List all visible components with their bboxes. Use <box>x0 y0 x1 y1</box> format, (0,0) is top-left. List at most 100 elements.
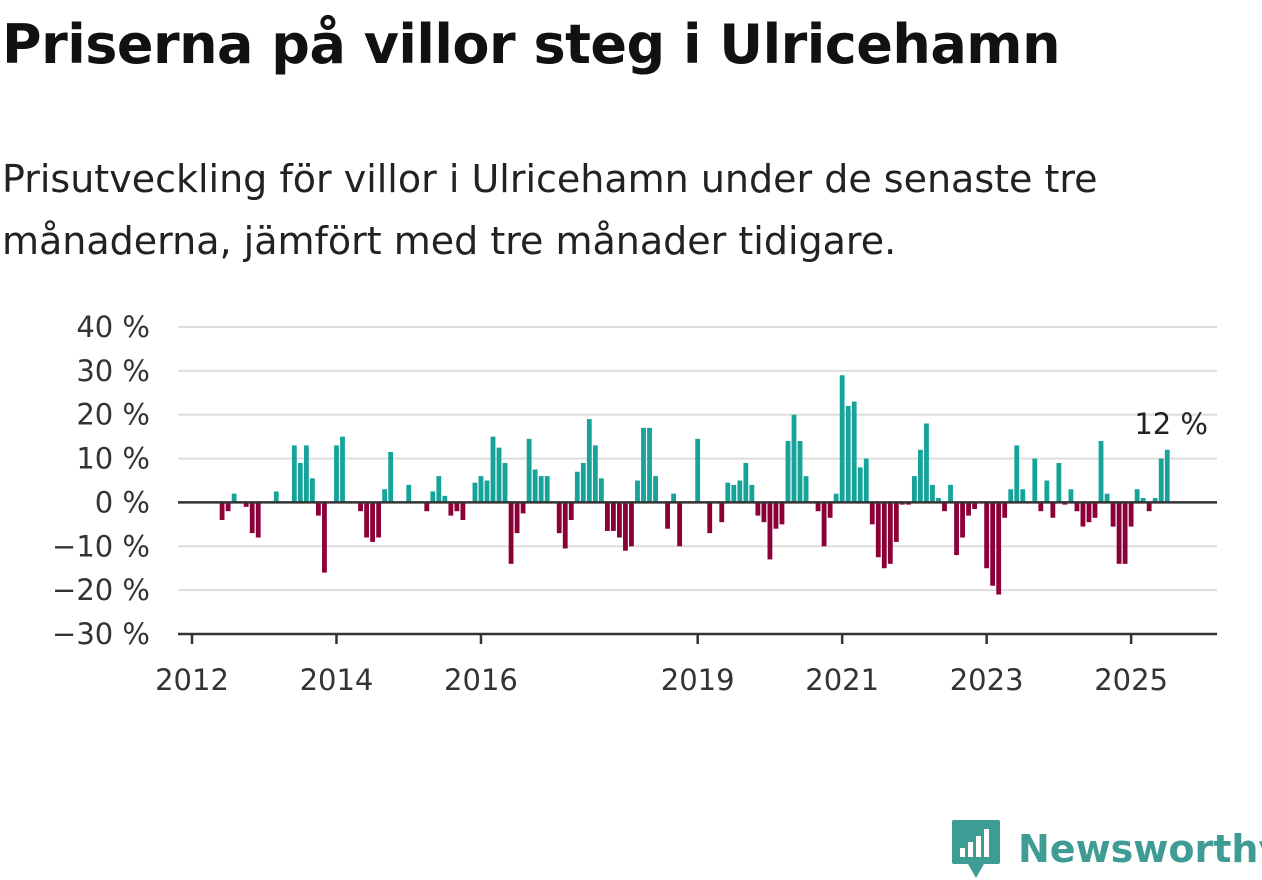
x-tick-label: 2025 <box>1094 663 1168 697</box>
brand: Newsworthy <box>950 818 1262 880</box>
bar <box>635 480 640 503</box>
bar <box>430 491 436 503</box>
bar <box>815 502 821 512</box>
y-tick-label: 40 % <box>76 310 150 344</box>
bar <box>954 502 959 556</box>
bar <box>291 445 297 503</box>
chart-title: Priserna på villor steg i Ulricehamn <box>2 13 1061 76</box>
bar <box>1086 502 1092 523</box>
y-tick-label: 30 % <box>76 354 150 388</box>
bar <box>893 502 899 542</box>
bar <box>833 493 839 503</box>
last-value-label: 12 % <box>1134 407 1208 441</box>
bar <box>767 502 773 560</box>
bar <box>556 502 562 534</box>
bar <box>719 502 725 523</box>
bar <box>1152 498 1158 503</box>
bar <box>496 447 502 503</box>
bar <box>568 502 574 520</box>
x-tick-label: 2023 <box>950 663 1024 697</box>
bar <box>665 502 670 529</box>
bar <box>773 502 779 529</box>
bar <box>273 491 279 503</box>
bar <box>316 502 321 516</box>
chart-subtitle: Prisutveckling för villor i Ulricehamn u… <box>2 157 1098 263</box>
bar <box>472 482 478 503</box>
bar <box>1002 502 1008 518</box>
bar <box>1020 489 1026 503</box>
bar <box>370 502 376 542</box>
bar <box>490 436 496 503</box>
bar <box>1158 458 1164 503</box>
bar <box>424 502 430 512</box>
bar <box>364 502 369 538</box>
bar <box>460 502 466 520</box>
bar <box>653 476 658 503</box>
bar <box>1074 502 1080 512</box>
bar <box>623 502 628 551</box>
bar <box>857 467 863 503</box>
bar <box>1098 441 1104 503</box>
bar <box>1080 502 1086 527</box>
bar <box>478 476 484 503</box>
bar <box>1134 489 1140 503</box>
bar <box>406 484 412 503</box>
bar <box>1032 458 1038 503</box>
bar <box>358 502 363 512</box>
bar <box>881 502 887 569</box>
bar <box>749 484 755 503</box>
bar <box>231 493 237 503</box>
y-tick-label: −20 % <box>52 573 150 607</box>
bar <box>544 476 550 503</box>
bar <box>779 502 785 525</box>
bar <box>677 502 683 547</box>
bar <box>1008 489 1014 503</box>
bar <box>743 462 749 503</box>
bar <box>1044 480 1050 503</box>
bar <box>604 502 610 531</box>
bar <box>382 489 388 503</box>
brand-name: Newsworthy <box>1018 827 1262 871</box>
bar <box>1164 449 1170 503</box>
bar <box>334 445 339 503</box>
bar <box>942 502 947 512</box>
y-tick-label: −30 % <box>52 617 150 651</box>
bar <box>863 458 869 503</box>
bar <box>984 502 990 569</box>
y-tick-label: −10 % <box>52 529 150 563</box>
newsworthy-logo-icon <box>952 820 1000 878</box>
y-tick-label: 20 % <box>76 398 150 432</box>
bar <box>875 502 881 558</box>
bar <box>309 478 315 503</box>
bar <box>647 427 652 503</box>
bar <box>845 405 851 503</box>
bar <box>996 502 1002 595</box>
bar <box>695 438 701 503</box>
bar <box>610 502 616 531</box>
bar <box>707 502 713 534</box>
bar <box>580 462 586 503</box>
bar <box>303 445 309 503</box>
bar <box>911 476 917 503</box>
bar <box>671 493 677 503</box>
bar <box>586 419 592 503</box>
bar <box>484 480 490 503</box>
bar <box>598 478 604 503</box>
bar <box>990 502 996 586</box>
bar <box>785 441 791 503</box>
bar <box>1146 502 1152 512</box>
bar <box>761 502 767 523</box>
bar <box>436 476 442 503</box>
bar <box>1068 489 1074 503</box>
bar <box>918 449 923 503</box>
bar <box>803 476 809 503</box>
bar <box>887 502 893 564</box>
bar <box>1056 462 1062 503</box>
y-tick-label: 0 % <box>95 485 150 519</box>
bar <box>340 436 345 503</box>
bar-chart: 2012 2014 2016 2019 2021 2023 2025 −30 % −20 % −1… <box>52 310 1217 697</box>
bar <box>442 495 448 503</box>
bar <box>376 502 382 538</box>
bar <box>448 502 454 516</box>
bar <box>538 476 544 503</box>
